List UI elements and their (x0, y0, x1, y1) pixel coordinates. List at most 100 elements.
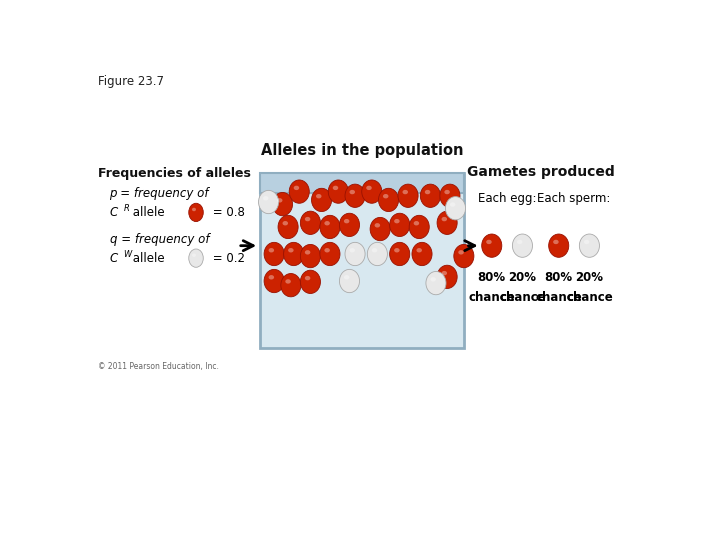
Text: 80%: 80% (477, 271, 506, 284)
Text: Alleles in the population: Alleles in the population (261, 143, 463, 158)
Ellipse shape (390, 242, 410, 266)
Ellipse shape (305, 276, 310, 280)
Ellipse shape (294, 186, 300, 190)
Ellipse shape (372, 248, 377, 253)
Ellipse shape (349, 190, 355, 194)
Text: chance: chance (469, 292, 515, 305)
Ellipse shape (325, 248, 330, 253)
Ellipse shape (281, 274, 301, 297)
Text: 20%: 20% (575, 271, 603, 284)
Ellipse shape (394, 219, 400, 224)
Ellipse shape (402, 190, 408, 194)
Text: = 0.2: = 0.2 (209, 252, 245, 265)
Ellipse shape (282, 221, 288, 225)
Ellipse shape (414, 221, 419, 225)
Ellipse shape (409, 215, 429, 239)
Ellipse shape (333, 186, 338, 190)
Ellipse shape (450, 202, 456, 207)
Ellipse shape (272, 192, 292, 216)
Ellipse shape (425, 190, 431, 194)
Text: C: C (109, 206, 118, 219)
Ellipse shape (486, 240, 492, 244)
Ellipse shape (344, 219, 349, 224)
Ellipse shape (264, 242, 284, 266)
Ellipse shape (285, 279, 291, 284)
Text: R: R (124, 204, 130, 213)
Text: 80%: 80% (544, 271, 573, 284)
Ellipse shape (370, 218, 390, 241)
Ellipse shape (320, 242, 340, 266)
Text: chance: chance (499, 292, 546, 305)
Text: © 2011 Pearson Education, Inc.: © 2011 Pearson Education, Inc. (99, 362, 220, 371)
Ellipse shape (361, 180, 382, 203)
Ellipse shape (300, 245, 320, 268)
Text: allele: allele (129, 252, 165, 265)
Ellipse shape (325, 221, 330, 225)
Ellipse shape (305, 250, 310, 254)
Ellipse shape (264, 269, 284, 293)
Ellipse shape (349, 248, 355, 253)
Ellipse shape (454, 245, 474, 268)
Ellipse shape (300, 270, 320, 294)
Ellipse shape (344, 275, 349, 280)
Ellipse shape (379, 188, 399, 212)
Ellipse shape (584, 240, 590, 244)
FancyBboxPatch shape (260, 173, 464, 193)
Text: chance: chance (566, 292, 613, 305)
Ellipse shape (374, 223, 380, 227)
Ellipse shape (320, 215, 340, 239)
Ellipse shape (440, 184, 460, 207)
Ellipse shape (300, 211, 320, 234)
Ellipse shape (189, 249, 203, 267)
Ellipse shape (482, 234, 502, 258)
Ellipse shape (459, 250, 464, 254)
Ellipse shape (553, 240, 559, 244)
Ellipse shape (446, 197, 466, 220)
Ellipse shape (316, 194, 322, 198)
Ellipse shape (289, 180, 310, 203)
Ellipse shape (367, 242, 387, 266)
Ellipse shape (437, 211, 457, 234)
Text: 20%: 20% (508, 271, 536, 284)
Ellipse shape (420, 184, 441, 207)
Ellipse shape (390, 213, 410, 237)
Text: C: C (109, 252, 118, 265)
Ellipse shape (580, 234, 600, 258)
Text: Frequencies of alleles: Frequencies of alleles (99, 167, 251, 180)
Ellipse shape (305, 217, 310, 221)
Ellipse shape (441, 271, 447, 275)
Text: allele: allele (129, 206, 165, 219)
Text: = 0.8: = 0.8 (209, 206, 245, 219)
Ellipse shape (394, 248, 400, 253)
Ellipse shape (277, 198, 282, 202)
Text: Each sperm:: Each sperm: (537, 192, 611, 205)
Ellipse shape (278, 215, 298, 239)
Ellipse shape (288, 248, 294, 253)
Ellipse shape (431, 277, 436, 281)
Ellipse shape (426, 272, 446, 295)
Text: q = frequency of: q = frequency of (109, 233, 209, 246)
Ellipse shape (258, 191, 279, 214)
Ellipse shape (549, 234, 569, 258)
Ellipse shape (383, 194, 389, 198)
Ellipse shape (513, 234, 533, 258)
Ellipse shape (416, 248, 422, 253)
Ellipse shape (345, 184, 365, 207)
Ellipse shape (339, 269, 359, 293)
Ellipse shape (517, 240, 523, 244)
Ellipse shape (192, 208, 196, 211)
Text: W: W (124, 250, 132, 259)
Text: chance: chance (536, 292, 582, 305)
Ellipse shape (312, 188, 332, 212)
Ellipse shape (192, 253, 196, 257)
Ellipse shape (269, 275, 274, 280)
Ellipse shape (284, 242, 304, 266)
Text: p = frequency of: p = frequency of (109, 187, 209, 200)
Ellipse shape (441, 217, 447, 221)
Ellipse shape (412, 242, 432, 266)
FancyBboxPatch shape (260, 173, 464, 348)
Ellipse shape (437, 265, 457, 288)
Ellipse shape (328, 180, 348, 203)
Text: Figure 23.7: Figure 23.7 (99, 75, 164, 88)
Ellipse shape (189, 203, 203, 221)
